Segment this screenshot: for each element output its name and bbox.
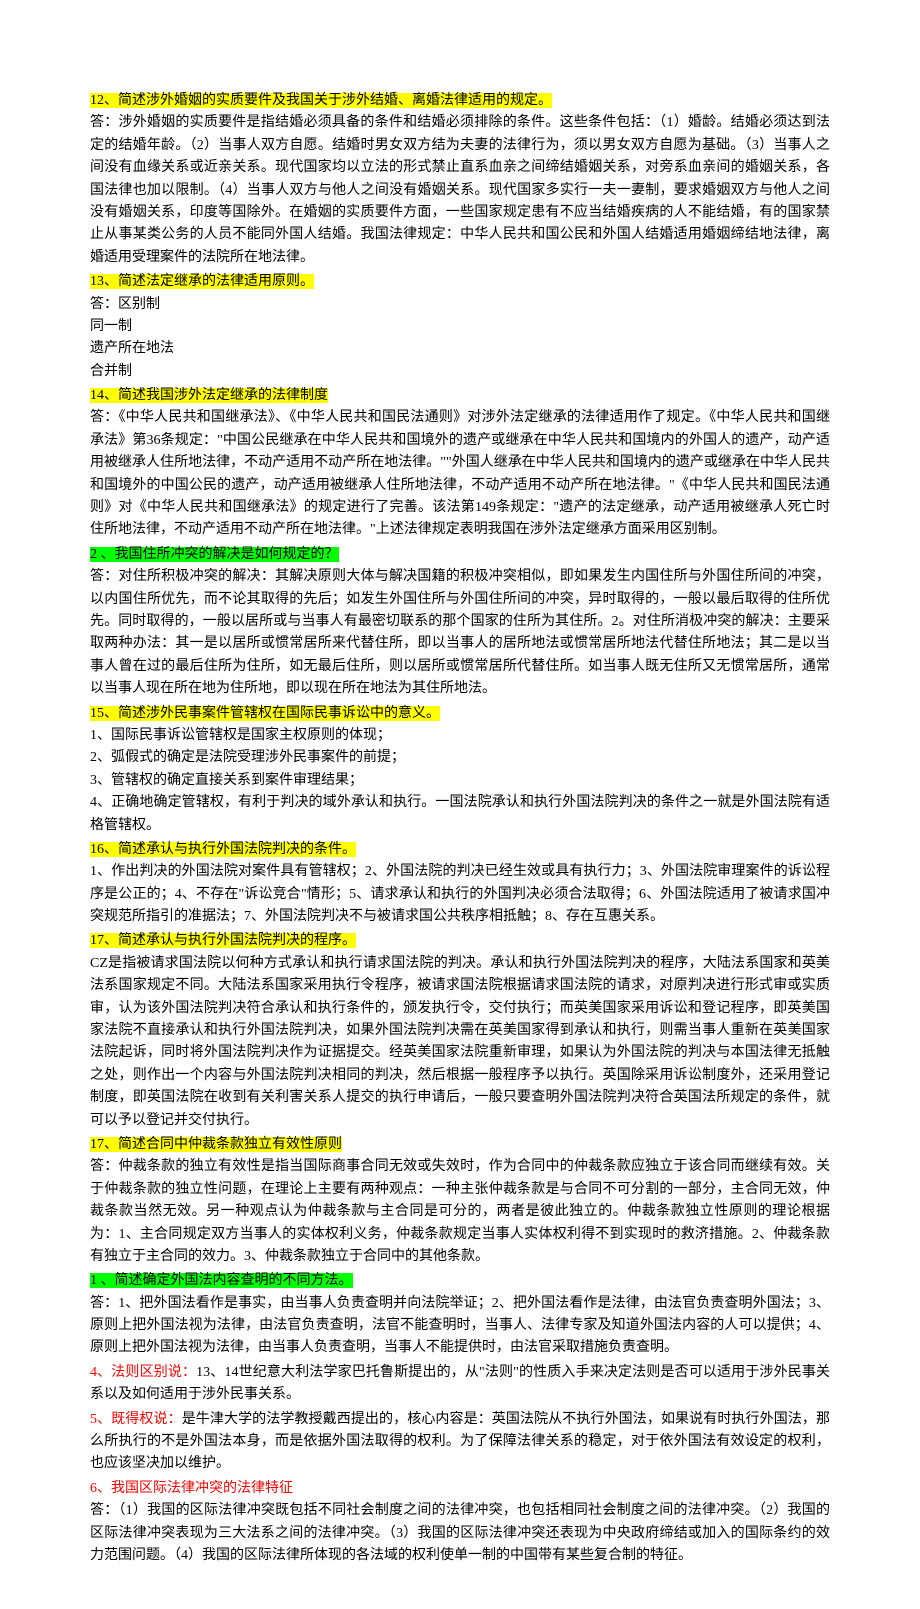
- paragraph: 17、简述合同中仲裁条款独立有效性原则: [90, 1134, 830, 1156]
- question-14: 14、简述我国涉外法定继承的法律制度 答：《中华人民共和国继承法》、《中华人民共…: [90, 385, 830, 542]
- question-17b: 17、简述合同中仲裁条款独立有效性原则 答：仲裁条款的独立有效性是指当国际商事合…: [90, 1134, 830, 1268]
- question-17a: 17、简述承认与执行外国法院判决的程序。 CZ是指被请求国法院以何种方式承认和执…: [90, 930, 830, 1132]
- question-heading-red: 4、法则区别说：: [90, 1365, 196, 1380]
- question-13: 13、简述法定继承的法律适用原则。 答：区别制 同一制 遗产所在地法 合并制: [90, 271, 830, 383]
- question-heading: 13、简述法定继承的法律适用原则。: [90, 274, 314, 289]
- question-2a: 2 、我国住所冲突的解决是如何规定的？ 答：对住所积极冲突的解决：其解决原则大体…: [90, 544, 830, 701]
- paragraph: 1 、简述确定外国法内容查明的不同方法。: [90, 1270, 830, 1292]
- question-heading: 12、简述涉外婚姻的实质要件及我国关于涉外结婚、离婚法律适用的规定。: [90, 93, 552, 108]
- paragraph: 17、简述承认与执行外国法院判决的程序。: [90, 930, 830, 952]
- question-heading-red: 6、我国区际法律冲突的法律特征: [90, 1481, 293, 1496]
- answer-text: 13、14世纪意大利法学家巴托鲁斯提出的，从"法则"的性质入手来决定法则是否可以…: [90, 1365, 830, 1402]
- answer-text: 答：区别制 同一制 遗产所在地法 合并制: [90, 294, 830, 384]
- question-5: 5、既得权说：是牛津大学的法学教授戴西提出的，核心内容是：英国法院从不执行外国法…: [90, 1409, 830, 1476]
- question-4: 4、法则区别说：13、14世纪意大利法学家巴托鲁斯提出的，从"法则"的性质入手来…: [90, 1362, 830, 1407]
- paragraph: 2 、我国住所冲突的解决是如何规定的？: [90, 544, 830, 566]
- paragraph: 15、简述涉外民事案件管辖权在国际民事诉讼中的意义。: [90, 703, 830, 725]
- answer-text: 1、作出判决的外国法院对案件具有管辖权；2、外国法院的判决已经生效或具有执行力；…: [90, 861, 830, 928]
- question-heading: 1 、简述确定外国法内容查明的不同方法。: [90, 1273, 353, 1288]
- question-heading: 16、简述承认与执行外国法院判决的条件。: [90, 842, 356, 857]
- paragraph: 5、既得权说：是牛津大学的法学教授戴西提出的，核心内容是：英国法院从不执行外国法…: [90, 1409, 830, 1476]
- question-heading: 2 、我国住所冲突的解决是如何规定的？: [90, 547, 339, 562]
- answer-text: 答：对住所积极冲突的解决：其解决原则大体与解决国籍的积极冲突相似，即如果发生内国…: [90, 566, 830, 700]
- answer-text: 答：《中华人民共和国继承法》、《中华人民共和国民法通则》对涉外法定继承的法律适用…: [90, 407, 830, 541]
- answer-text: 1、国际民事诉讼管辖权是国家主权原则的体现； 2、弧假式的确定是法院受理涉外民事…: [90, 725, 830, 837]
- answer-text: 答：涉外婚姻的实质要件是指结婚必须具备的条件和结婚必须排除的条件。这些条件包括：…: [90, 112, 830, 269]
- question-6: 6、我国区际法律冲突的法律特征 答：（1）我国的区际法律冲突既包括不同社会制度之…: [90, 1478, 830, 1568]
- paragraph: 14、简述我国涉外法定继承的法律制度: [90, 385, 830, 407]
- question-heading: 17、简述承认与执行外国法院判决的程序。: [90, 933, 356, 948]
- paragraph: 4、法则区别说：13、14世纪意大利法学家巴托鲁斯提出的，从"法则"的性质入手来…: [90, 1362, 830, 1407]
- answer-text: 答：1、把外国法看作是事实，由当事人负责查明并向法院举证；2、把外国法看作是法律…: [90, 1293, 830, 1360]
- question-heading: 17、简述合同中仲裁条款独立有效性原则: [90, 1137, 342, 1152]
- answer-text: 是牛津大学的法学教授戴西提出的，核心内容是：英国法院从不执行外国法，如果说有时执…: [90, 1412, 830, 1472]
- paragraph: 6、我国区际法律冲突的法律特征: [90, 1478, 830, 1500]
- paragraph: 12、简述涉外婚姻的实质要件及我国关于涉外结婚、离婚法律适用的规定。: [90, 90, 830, 112]
- paragraph: 13、简述法定继承的法律适用原则。: [90, 271, 830, 293]
- answer-text: 答：仲裁条款的独立有效性是指当国际商事合同无效或失效时，作为合同中的仲裁条款应独…: [90, 1156, 830, 1268]
- question-16: 16、简述承认与执行外国法院判决的条件。 1、作出判决的外国法院对案件具有管辖权…: [90, 839, 830, 929]
- paragraph: 16、简述承认与执行外国法院判决的条件。: [90, 839, 830, 861]
- answer-text: 答：（1）我国的区际法律冲突既包括不同社会制度之间的法律冲突，也包括相同社会制度…: [90, 1500, 830, 1567]
- question-12: 12、简述涉外婚姻的实质要件及我国关于涉外结婚、离婚法律适用的规定。 答：涉外婚…: [90, 90, 830, 269]
- question-heading-red: 5、既得权说：: [90, 1412, 182, 1427]
- question-1: 1 、简述确定外国法内容查明的不同方法。 答：1、把外国法看作是事实，由当事人负…: [90, 1270, 830, 1360]
- question-heading: 15、简述涉外民事案件管辖权在国际民事诉讼中的意义。: [90, 706, 440, 721]
- question-15: 15、简述涉外民事案件管辖权在国际民事诉讼中的意义。 1、国际民事诉讼管辖权是国…: [90, 703, 830, 837]
- answer-text: CZ是指被请求国法院以何种方式承认和执行请求国法院的判决。承认和执行外国法院判决…: [90, 953, 830, 1132]
- question-heading: 14、简述我国涉外法定继承的法律制度: [90, 388, 328, 403]
